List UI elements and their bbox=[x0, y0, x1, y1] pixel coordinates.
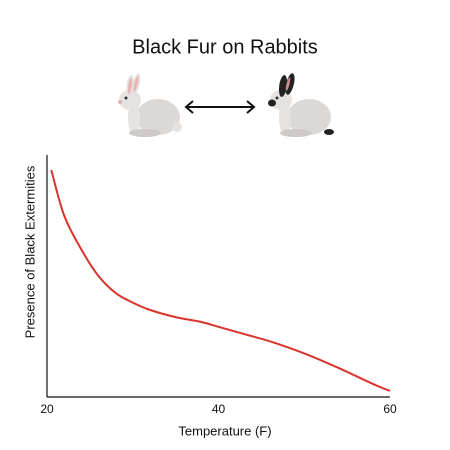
data-line bbox=[50, 169, 391, 392]
x-tick-label: 20 bbox=[40, 402, 54, 416]
x-tick-label: 40 bbox=[212, 402, 226, 416]
x-tick-label: 60 bbox=[383, 402, 397, 416]
chart-title: Black Fur on Rabbits bbox=[132, 36, 318, 58]
white-rabbit-icon bbox=[118, 73, 182, 137]
y-axis-label: Presence of Black Extermities bbox=[22, 165, 37, 338]
double-arrow bbox=[184, 100, 256, 114]
black-tipped-rabbit-icon bbox=[268, 73, 334, 137]
x-axis-label: Temperature (F) bbox=[178, 423, 271, 438]
